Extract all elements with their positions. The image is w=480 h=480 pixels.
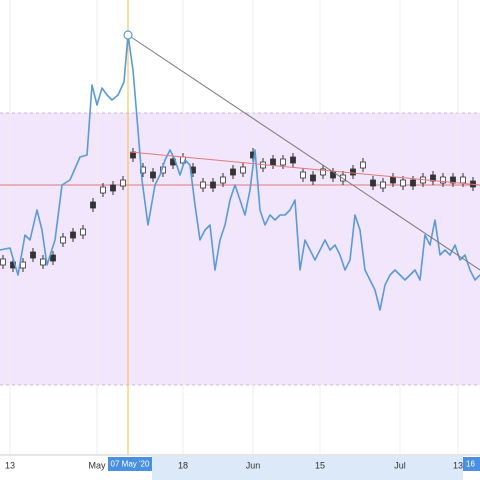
candle-body (50, 254, 56, 262)
candle-body (110, 184, 116, 192)
candle-body (80, 228, 86, 236)
candle-body (450, 176, 456, 184)
price-line (0, 34, 480, 311)
x-tick-label: Jun (246, 460, 261, 470)
candle-body (150, 171, 156, 179)
candle-body (310, 174, 316, 182)
x-tick-label: 15 (315, 460, 325, 470)
candle-body (70, 231, 76, 239)
candle-body (390, 176, 396, 184)
candle-body (0, 258, 6, 266)
candle-body (20, 261, 26, 269)
x-tick-label: Jul (394, 460, 406, 470)
candle-body (90, 201, 96, 209)
range-zone (0, 113, 480, 385)
candle-body (270, 158, 276, 166)
candle-body (210, 181, 216, 189)
candle-body (280, 158, 286, 166)
trendline-anchor[interactable] (123, 30, 133, 40)
x-tick-label: May (88, 460, 106, 470)
candle-body (230, 168, 236, 176)
candle-body (380, 181, 386, 189)
range-end-box (463, 457, 480, 471)
axis-range-highlight (152, 456, 463, 480)
candle-body (370, 179, 376, 187)
candle-body (120, 179, 126, 187)
candle-body (400, 179, 406, 187)
candle-body (290, 156, 296, 164)
trendline (127, 34, 480, 271)
candle-body (320, 168, 326, 176)
candle-body (440, 176, 446, 184)
crosshair-label: 07 May '20 (111, 460, 150, 469)
candle-body (40, 258, 46, 266)
x-tick-label: 13 (5, 460, 15, 470)
candle-body (100, 186, 106, 194)
candle-body (200, 181, 206, 189)
candle-body (360, 161, 366, 169)
candle-body (410, 179, 416, 187)
x-tick-label: 18 (178, 460, 188, 470)
candle-body (240, 166, 246, 174)
candle-body (460, 176, 466, 184)
candle-body (300, 171, 306, 179)
candle-body (220, 176, 226, 184)
candle-body (60, 236, 66, 244)
red-trendline (129, 151, 480, 186)
range-end-label: 16 (466, 460, 475, 469)
crosshair-label-box (108, 457, 152, 471)
candle-body (350, 168, 356, 176)
candle-body (30, 251, 36, 259)
x-tick-label: 13 (453, 460, 463, 470)
